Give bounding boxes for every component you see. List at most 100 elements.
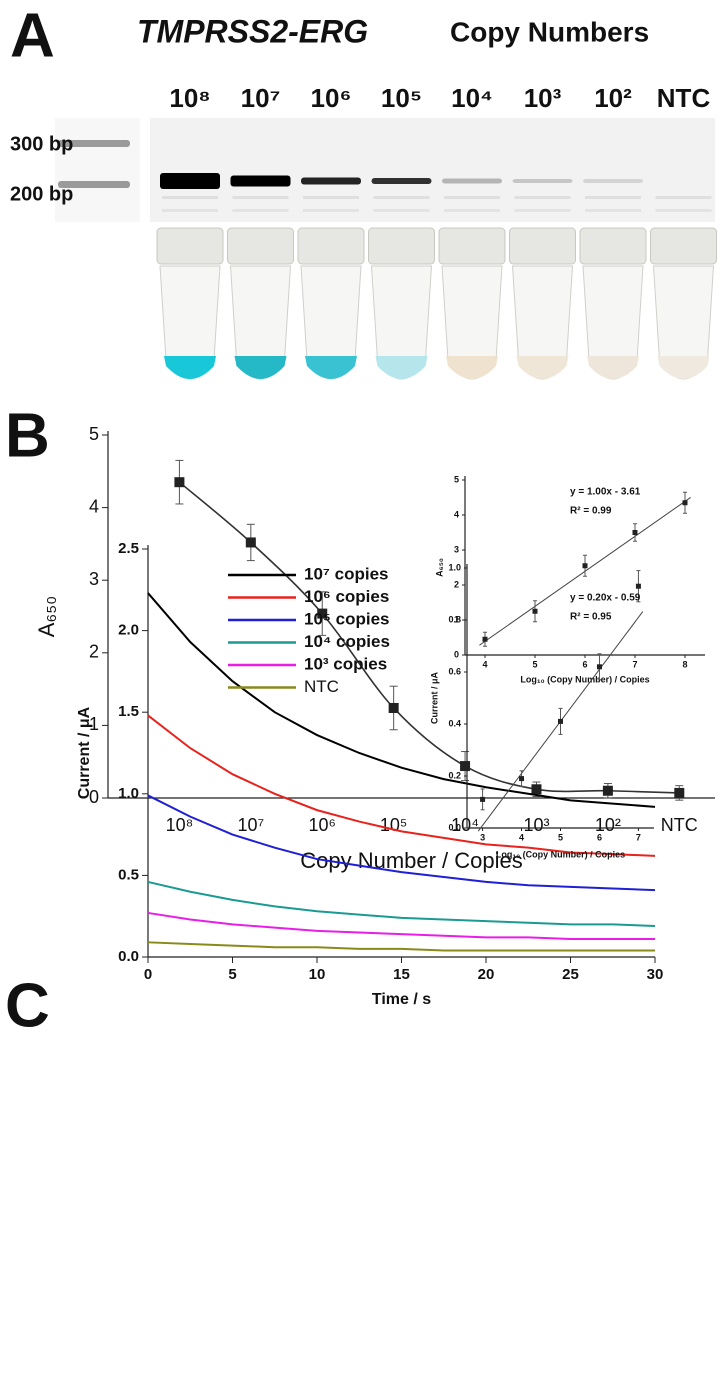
ladder-label: 200 bp (10, 183, 73, 205)
gel-band (232, 209, 289, 212)
marker (582, 563, 588, 569)
marker (602, 785, 613, 796)
series-line (147, 592, 656, 808)
y-axis-label: Current / μA (429, 671, 439, 724)
tube-liquid (446, 356, 498, 379)
ladder-band (58, 140, 130, 147)
x-tick-label: 10⁸ (166, 815, 194, 835)
y-tick-label: 0 (89, 787, 99, 807)
y-tick-label: 0 (454, 649, 459, 659)
y-tick-label: 5 (454, 474, 459, 484)
y-tick-label: 0.0 (448, 822, 461, 832)
legend-label: 10³ copies (304, 654, 387, 673)
y-tick-label: 0.5 (118, 866, 139, 883)
y-axis-label: Current / μA (76, 706, 93, 799)
x-tick-label: 25 (562, 966, 579, 983)
lane-label: 10² (594, 83, 632, 113)
x-tick-label: 5 (532, 660, 537, 670)
x-tick-label: 6 (597, 833, 602, 843)
y-tick-label: 2.5 (118, 540, 139, 557)
annotation: y = 1.00x - 3.61 (570, 487, 641, 498)
marker (674, 787, 685, 798)
tube-cap (650, 227, 717, 265)
tube-liquid (305, 356, 357, 379)
tube-liquid (375, 356, 428, 379)
x-axis-label: Log₁₀ (Copy Number) / Copies (496, 849, 625, 859)
y-tick-label: 0.2 (448, 770, 461, 780)
gel-band (373, 209, 430, 212)
x-tick-label: 10⁶ (309, 815, 336, 835)
gel-band (655, 209, 712, 212)
x-tick-label: 10³ (523, 815, 549, 835)
y-tick-label: 2 (89, 642, 99, 662)
ladder-lane (55, 118, 140, 222)
panel-title: Copy Numbers (450, 16, 649, 47)
tube-liquid (516, 356, 569, 379)
gel-band (230, 175, 291, 187)
gel-band (162, 209, 218, 212)
lane-label: 10³ (524, 83, 562, 113)
marker (317, 608, 328, 619)
marker (388, 702, 399, 713)
y-tick-label: 0.6 (448, 666, 461, 676)
y-tick-label: 0.4 (448, 718, 461, 728)
legend-label: 10⁶ copies (304, 587, 389, 606)
lane-label: NTC (657, 83, 711, 113)
gel-band (583, 179, 643, 183)
x-axis-label: Time / s (372, 991, 431, 1008)
tube-liquid (587, 356, 639, 379)
ladder-band (58, 181, 130, 188)
gel (150, 118, 715, 222)
y-tick-label: 4 (454, 509, 459, 519)
x-tick-label: 7 (632, 660, 637, 670)
y-tick-label: 3 (89, 569, 99, 589)
gel-band (444, 196, 500, 199)
x-tick-label: 6 (582, 660, 587, 670)
gel-band (655, 196, 712, 199)
y-tick-label: 1.0 (448, 562, 461, 572)
series-line (147, 714, 656, 857)
tube-cap (227, 227, 294, 265)
gel-band (232, 196, 289, 199)
lane-label: 10⁴ (451, 83, 493, 113)
marker (245, 537, 256, 548)
tube-cap (156, 227, 224, 265)
x-tick-label: 4 (519, 833, 524, 843)
lane-label: 10⁸ (169, 83, 210, 113)
lane-label: 10⁶ (311, 83, 352, 113)
marker (635, 583, 641, 589)
series-line (147, 794, 656, 892)
x-tick-label: 10⁵ (380, 815, 407, 835)
x-tick-label: 5 (558, 833, 563, 843)
x-tick-label: 10⁴ (451, 815, 479, 835)
panel-label: C (5, 971, 50, 1040)
x-tick-label: NTC (661, 815, 698, 835)
legend-label: 10⁴ copies (304, 632, 390, 651)
tube-cap (368, 227, 435, 265)
x-tick-label: 10² (595, 815, 621, 835)
tube-cap (438, 227, 506, 265)
legend-label: NTC (304, 677, 339, 696)
tube-liquid (657, 356, 710, 379)
x-tick-label: 7 (636, 833, 641, 843)
annotation: y = 0.20x - 0.59 (570, 593, 641, 604)
marker (596, 664, 602, 670)
y-tick-label: 1 (454, 614, 459, 624)
gel-band (301, 177, 361, 185)
tube-cap (297, 227, 365, 265)
legend-label: 10⁷ copies (304, 564, 389, 583)
gel-band (371, 178, 432, 184)
series-line (147, 880, 656, 927)
x-tick-label: 0 (144, 966, 152, 983)
gel-band (162, 196, 218, 199)
annotation: R² = 0.99 (570, 506, 612, 517)
marker (519, 776, 525, 782)
y-tick-label: 3 (454, 544, 459, 554)
gel-band (514, 196, 571, 199)
tube-liquid (164, 356, 216, 379)
gel-band (160, 173, 220, 189)
gel-band (442, 178, 502, 184)
marker (531, 784, 542, 795)
x-tick-label: 10 (309, 966, 326, 983)
ladder-label: 300 bp (10, 133, 73, 155)
